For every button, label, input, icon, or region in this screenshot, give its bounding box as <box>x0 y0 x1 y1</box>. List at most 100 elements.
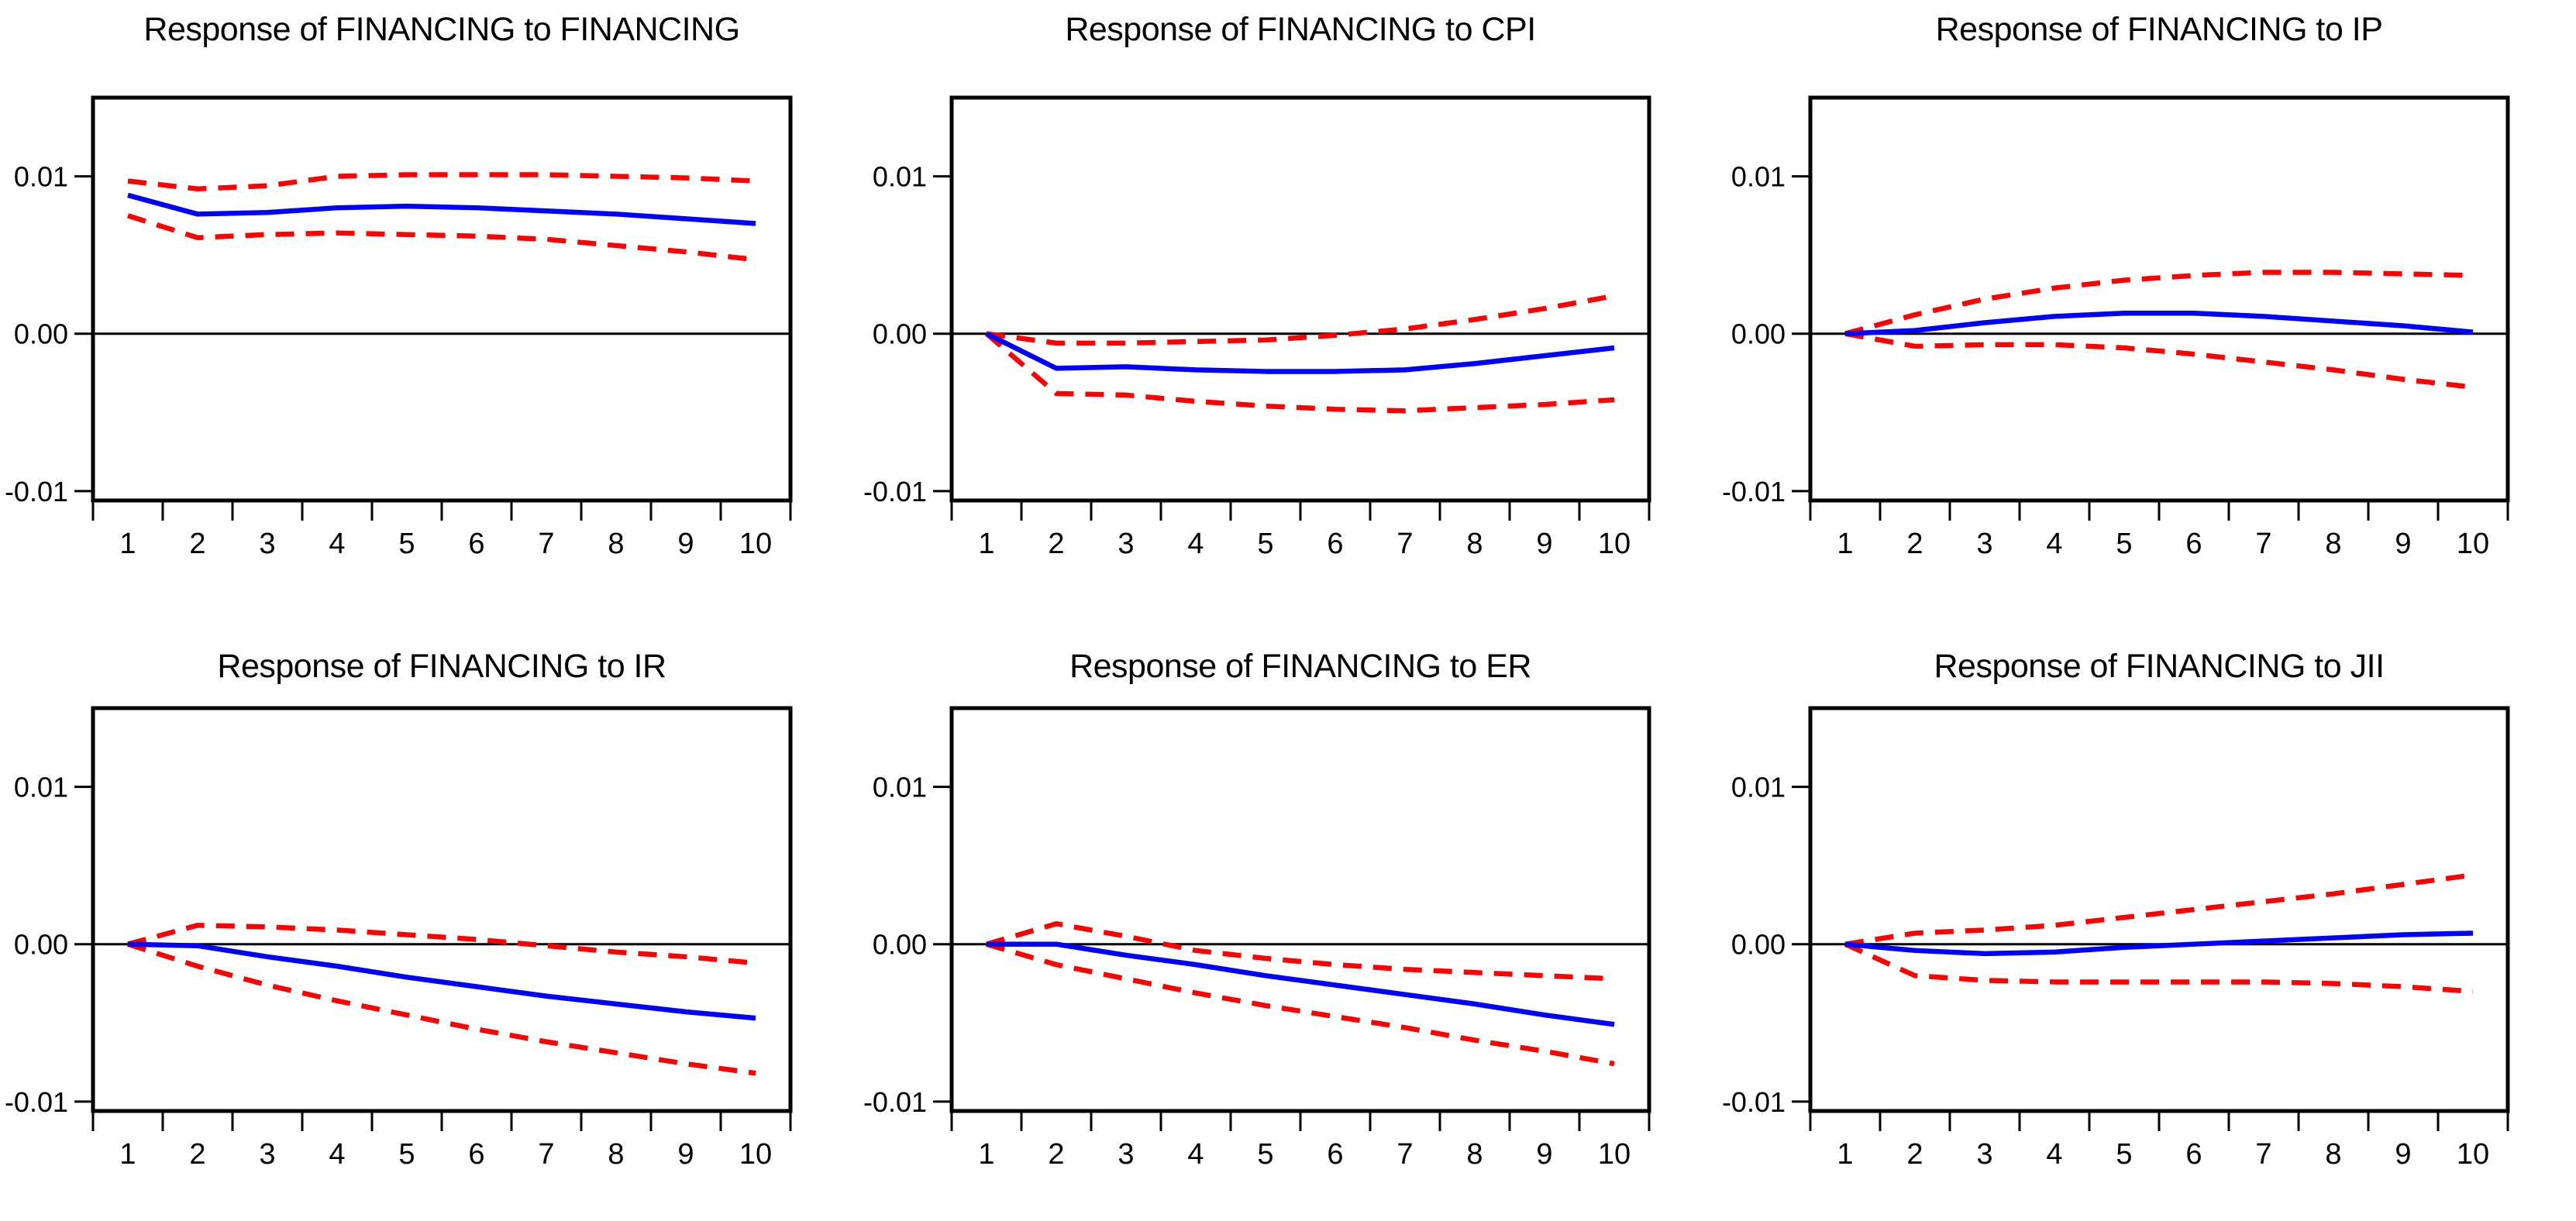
panel-title: Response of FINANCING to IR <box>217 648 666 685</box>
x-tick-label: 10 <box>739 528 772 560</box>
x-tick-label: 8 <box>2325 528 2341 560</box>
x-tick-label: 6 <box>2185 1138 2202 1171</box>
x-tick-label: 2 <box>1048 1138 1064 1171</box>
x-tick-label: 3 <box>1118 1138 1134 1171</box>
upper-band <box>1844 270 2474 336</box>
x-tick-label: 6 <box>2185 528 2202 560</box>
plot-border <box>91 706 793 1113</box>
x-tick-label: 3 <box>1976 528 1992 560</box>
x-tick-label: 5 <box>398 528 415 560</box>
x-tick-label: 6 <box>468 1138 484 1171</box>
plot-border <box>91 95 793 503</box>
y-tick-label: 0.00 <box>14 929 68 961</box>
x-tick-label: 4 <box>1187 528 1204 560</box>
x-tick-label: 1 <box>978 1138 994 1171</box>
x-tick-label: 7 <box>2255 1138 2271 1171</box>
response-line <box>127 941 756 1021</box>
plot-border <box>1808 95 2510 503</box>
x-tick-label: 8 <box>1466 528 1483 560</box>
x-tick-label: 7 <box>1396 528 1413 560</box>
y-tick-label: -0.01 <box>1722 476 1786 507</box>
lower-band <box>984 332 1615 414</box>
upper-band <box>1844 872 2474 947</box>
y-tick-label: 0.00 <box>873 929 927 961</box>
x-tick-label: 7 <box>1396 1138 1413 1171</box>
x-tick-label: 9 <box>2395 1138 2411 1171</box>
y-tick-label: -0.01 <box>863 1086 927 1118</box>
x-tick-label: 1 <box>1837 528 1853 560</box>
upper-band <box>127 923 756 966</box>
x-tick-label: 5 <box>398 1138 415 1171</box>
y-tick-label: 0.00 <box>1731 929 1786 961</box>
x-tick-label: 9 <box>1536 528 1552 560</box>
x-tick-label: 6 <box>468 528 484 560</box>
x-tick-label: 4 <box>1187 1138 1204 1171</box>
x-tick-label: 10 <box>1598 1138 1631 1171</box>
x-tick-label: 9 <box>1536 1138 1552 1171</box>
x-tick-label: 9 <box>677 528 694 560</box>
x-tick-label: 1 <box>978 528 994 560</box>
y-tick-label: 0.01 <box>1731 161 1786 193</box>
irf-panel-ir: Response of FINANCING to IR 0.01 0.00 -0.0… <box>0 610 859 1221</box>
panel-title: Response of FINANCING to ER <box>1069 648 1531 685</box>
x-tick-label: 2 <box>189 1138 205 1171</box>
panel-plot-jii: 0.01 0.00 -0.01 1 2 3 4 5 6 7 8 9 10 <box>1722 706 2510 1171</box>
x-tick-label: 10 <box>739 1138 772 1171</box>
y-tick-label: -0.01 <box>1722 1086 1786 1118</box>
x-tick-label: 5 <box>1257 1138 1273 1171</box>
irf-panel-jii: Response of FINANCING to JII 0.01 0.00 -0.… <box>1717 610 2576 1221</box>
response-line <box>127 192 756 226</box>
y-tick-label: 0.00 <box>1731 318 1786 350</box>
y-tick-label: -0.01 <box>5 1086 68 1118</box>
panel-title: Response of FINANCING to CPI <box>1065 11 1536 48</box>
x-tick-label: 2 <box>1906 1138 1923 1171</box>
x-tick-label: 3 <box>1118 528 1134 560</box>
x-tick-label: 2 <box>189 528 205 560</box>
x-tick-label: 2 <box>1906 528 1923 560</box>
x-tick-label: 3 <box>259 528 275 560</box>
x-tick-label: 3 <box>259 1138 275 1171</box>
x-tick-label: 8 <box>1466 1138 1483 1171</box>
response-line <box>987 941 1615 1027</box>
upper-band <box>127 172 756 192</box>
x-tick-label: 7 <box>2255 528 2271 560</box>
x-tick-label: 4 <box>2046 1138 2062 1171</box>
plot-border <box>949 95 1651 503</box>
x-tick-label: 7 <box>538 528 554 560</box>
y-tick-label: 0.01 <box>1731 772 1786 803</box>
x-tick-label: 4 <box>2046 528 2062 560</box>
x-tick-label: 2 <box>1048 528 1064 560</box>
x-tick-label: 5 <box>2116 1138 2132 1171</box>
x-tick-label: 9 <box>2395 528 2411 560</box>
x-tick-label: 5 <box>1257 528 1273 560</box>
lower-band <box>1844 941 2474 994</box>
upper-band <box>986 921 1615 982</box>
panel-plot-financing: 0.01 0.00 -0.01 1 2 3 4 5 6 7 8 9 10 <box>5 95 793 560</box>
panel-title: Response of FINANCING to JII <box>1934 648 2385 685</box>
panel-plot-cpi: 0.01 0.00 -0.01 1 2 3 4 5 6 7 8 9 10 <box>863 95 1651 560</box>
lower-band <box>127 213 756 263</box>
irf-panel-financing: Response of FINANCING to FINANCING 0.01 0… <box>0 0 859 610</box>
x-tick-label: 8 <box>608 1138 624 1171</box>
x-tick-label: 10 <box>2457 1138 2489 1171</box>
irf-panel-ip: Response of FINANCING to IP 0.01 0.00 -0.0… <box>1717 0 2576 610</box>
y-tick-label: 0.01 <box>14 161 68 193</box>
irf-panel-cpi: Response of FINANCING to CPI 0.01 0.00 -0.… <box>859 0 1717 610</box>
panel-plot-er: 0.01 0.00 -0.01 1 2 3 4 5 6 7 8 9 10 <box>863 706 1651 1171</box>
irf-panel-er: Response of FINANCING to ER 0.01 0.00 -0.0… <box>859 610 1717 1221</box>
y-tick-label: 0.00 <box>14 318 68 350</box>
x-tick-label: 9 <box>677 1138 694 1171</box>
panel-plot-ip: 0.01 0.00 -0.01 1 2 3 4 5 6 7 8 9 10 <box>1722 95 2510 560</box>
y-tick-label: 0.01 <box>873 772 927 803</box>
x-tick-label: 1 <box>119 1138 136 1171</box>
x-tick-label: 10 <box>1598 528 1631 560</box>
x-tick-label: 10 <box>2457 528 2489 560</box>
plot-border <box>949 706 1651 1113</box>
y-tick-label: 0.01 <box>14 772 68 803</box>
upper-band <box>986 293 1615 346</box>
x-tick-label: 6 <box>1327 1138 1343 1171</box>
y-tick-label: -0.01 <box>863 476 927 507</box>
y-tick-label: 0.00 <box>873 318 927 350</box>
